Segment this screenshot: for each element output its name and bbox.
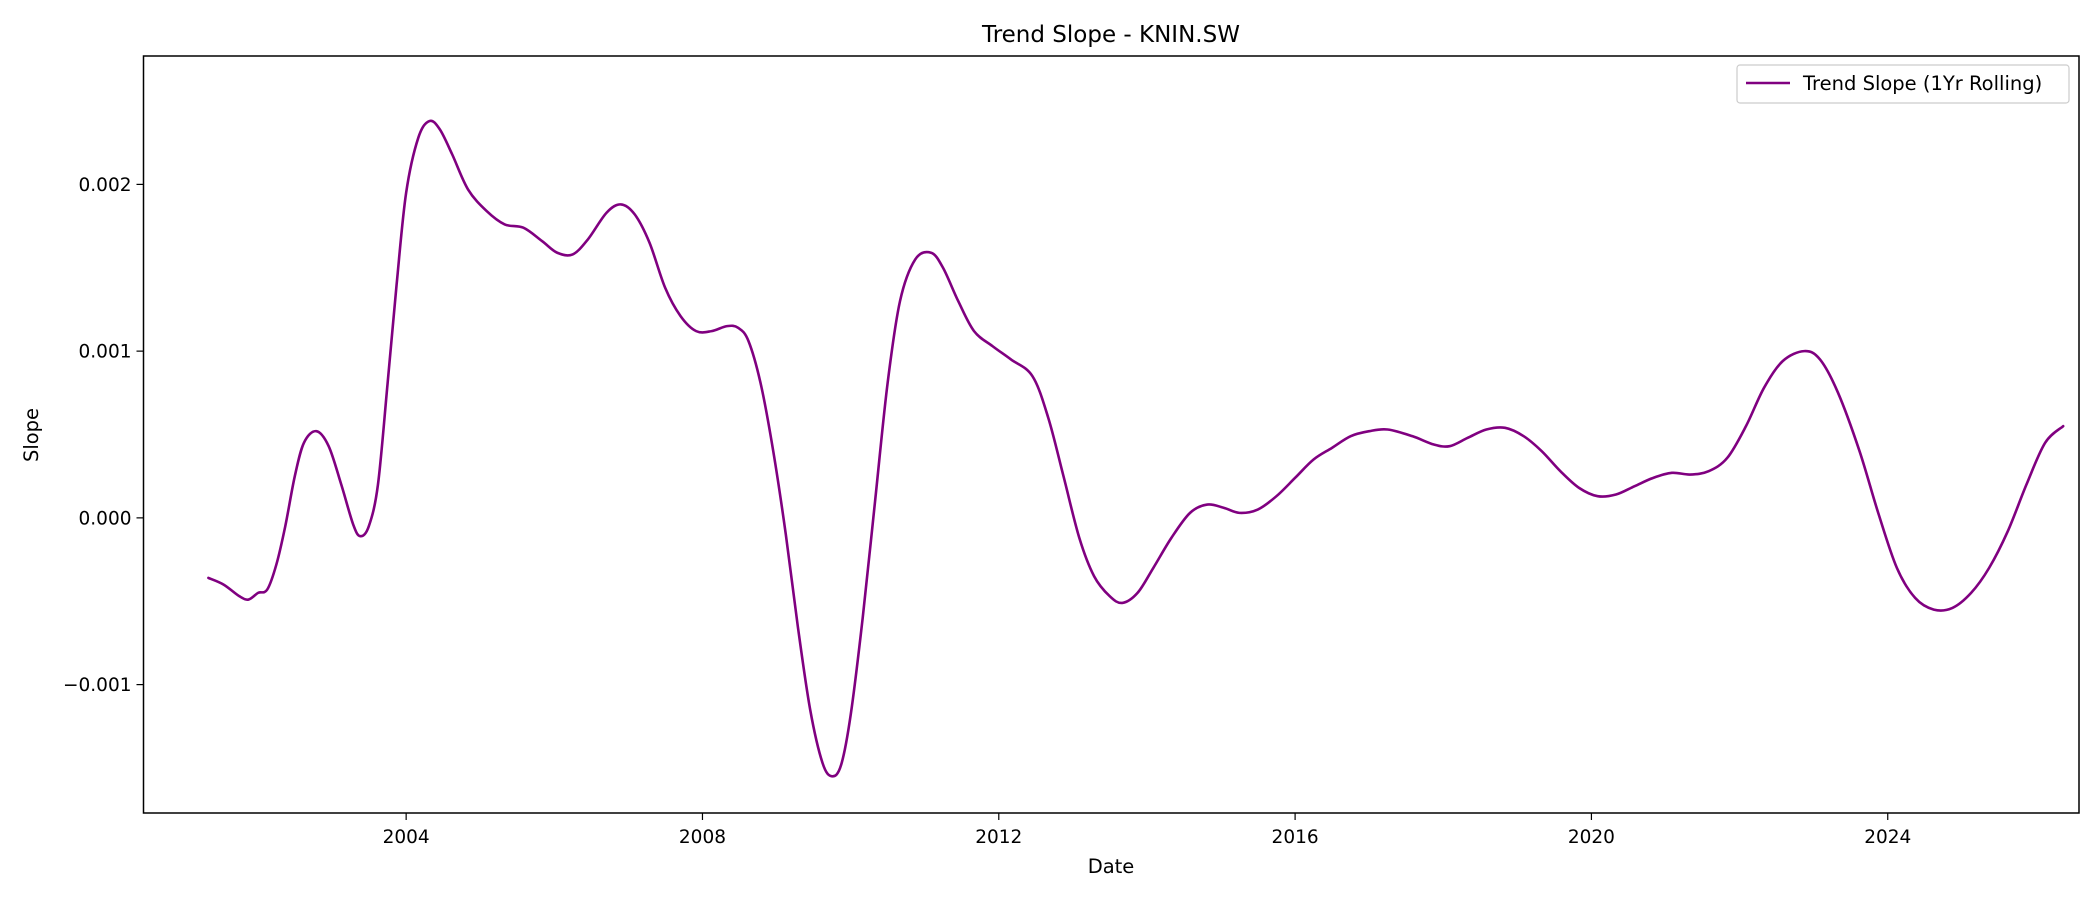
plot-area [142,55,2080,814]
y-tick-label: 0.000 [79,508,132,529]
y-tick-label: −0.001 [63,675,131,696]
x-tick-label: 2024 [1864,827,1911,848]
axes-frame [142,55,2080,814]
x-axis: 2004 2008 2012 2016 2020 2024 [383,813,1911,848]
legend: Trend Slope (1Yr Rolling) [1736,64,2070,104]
x-tick-label: 2020 [1568,827,1615,848]
x-tick-label: 2004 [383,827,430,848]
legend-label: Trend Slope (1Yr Rolling) [1802,72,2042,95]
x-tick-label: 2016 [1272,827,1319,848]
legend-box [1736,64,2070,104]
series-line-trend-slope [207,119,2065,778]
y-tick-label: 0.001 [79,342,132,363]
y-axis-title: Slope [20,408,43,462]
y-axis: −0.001 0.000 0.001 0.002 [63,175,144,696]
x-tick-label: 2012 [975,827,1022,848]
x-axis-title: Date [1088,855,1135,878]
y-tick-label: 0.002 [79,175,132,196]
x-tick-label: 2008 [679,827,726,848]
chart-title: Trend Slope - KNIN.SW [981,22,1240,48]
